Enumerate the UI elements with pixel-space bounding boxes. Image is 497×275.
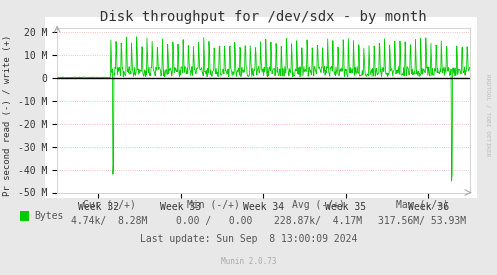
Text: Min (-/+): Min (-/+) — [187, 200, 240, 210]
Text: RRDTOOL / TOBI OETIKER: RRDTOOL / TOBI OETIKER — [486, 74, 491, 157]
Text: 317.56M/ 53.93M: 317.56M/ 53.93M — [378, 216, 467, 226]
Text: Max (-/+): Max (-/+) — [396, 200, 449, 210]
Text: Munin 2.0.73: Munin 2.0.73 — [221, 257, 276, 266]
Title: Disk throughput for /dev/sdx - by month: Disk throughput for /dev/sdx - by month — [100, 10, 427, 24]
Text: 4.74k/  8.28M: 4.74k/ 8.28M — [71, 216, 148, 226]
Text: 0.00 /   0.00: 0.00 / 0.00 — [175, 216, 252, 226]
Text: Avg (-/+): Avg (-/+) — [292, 200, 344, 210]
Text: Cur (-/+): Cur (-/+) — [83, 200, 136, 210]
Text: Bytes: Bytes — [34, 211, 63, 221]
Text: 228.87k/  4.17M: 228.87k/ 4.17M — [274, 216, 362, 226]
Text: Pr second read (-) / write (+): Pr second read (-) / write (+) — [3, 35, 12, 196]
Text: Last update: Sun Sep  8 13:00:09 2024: Last update: Sun Sep 8 13:00:09 2024 — [140, 234, 357, 244]
